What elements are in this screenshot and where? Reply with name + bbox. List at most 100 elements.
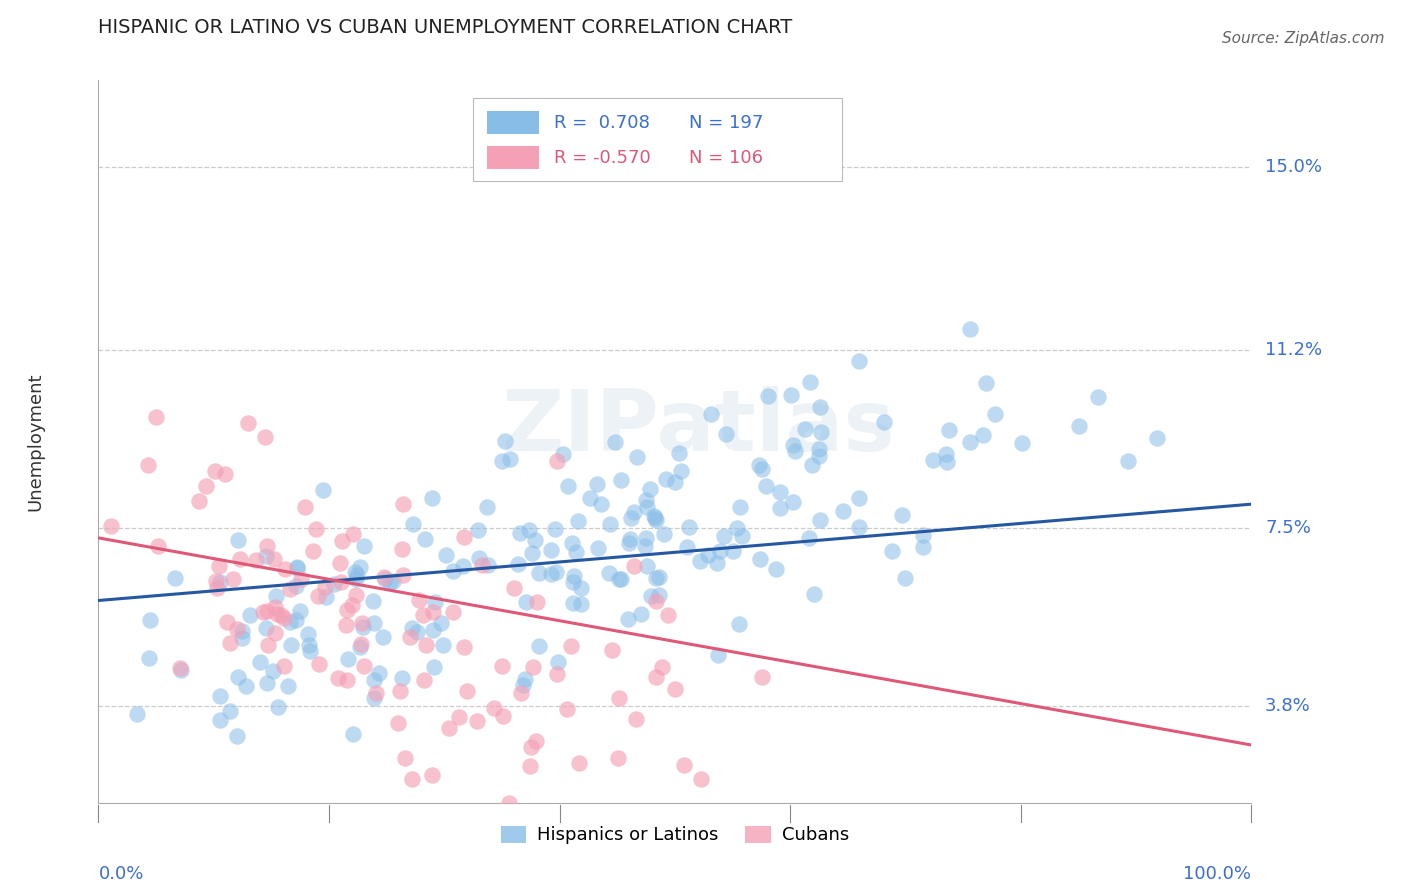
Point — [231, 624, 253, 639]
Point — [465, 714, 488, 728]
Point — [700, 407, 723, 421]
Point — [342, 727, 364, 741]
Point — [848, 520, 870, 534]
Point — [598, 566, 620, 581]
Point — [513, 672, 536, 686]
Point — [236, 416, 259, 430]
Point — [204, 464, 226, 478]
Point — [800, 458, 823, 473]
Point — [848, 354, 870, 368]
Point — [544, 566, 567, 580]
Point — [519, 523, 541, 537]
Point — [959, 322, 981, 336]
Point — [267, 700, 290, 714]
Point — [315, 590, 337, 604]
Point — [477, 500, 499, 515]
Point — [349, 640, 371, 654]
Point — [730, 529, 752, 543]
Point — [406, 625, 429, 640]
Point — [938, 423, 960, 437]
Point — [664, 475, 686, 490]
Point — [568, 756, 591, 771]
Point — [256, 539, 278, 553]
Point — [634, 531, 657, 545]
Point — [468, 551, 491, 566]
Point — [188, 494, 211, 508]
Point — [399, 630, 422, 644]
Point — [678, 519, 700, 533]
Point — [808, 400, 831, 414]
Point — [873, 415, 896, 429]
Point — [218, 636, 240, 650]
Point — [138, 458, 160, 472]
Point — [697, 548, 720, 562]
Point — [388, 683, 411, 698]
Point — [208, 574, 231, 589]
Point — [363, 673, 385, 687]
Point — [336, 673, 359, 687]
Point — [453, 530, 475, 544]
Point — [599, 516, 621, 531]
Point — [644, 594, 666, 608]
Point — [640, 589, 662, 603]
Point — [353, 539, 375, 553]
Point — [434, 548, 457, 562]
Point — [519, 759, 541, 773]
Point — [569, 582, 592, 596]
Text: Source: ZipAtlas.com: Source: ZipAtlas.com — [1222, 31, 1385, 46]
Point — [373, 570, 395, 584]
Point — [256, 604, 278, 618]
Point — [808, 513, 831, 527]
Point — [959, 435, 981, 450]
Point — [645, 513, 668, 527]
Point — [524, 734, 547, 748]
Point — [467, 523, 489, 537]
Point — [205, 581, 228, 595]
Point — [491, 659, 513, 673]
Point — [498, 796, 520, 810]
Point — [337, 652, 360, 666]
Point — [353, 620, 375, 634]
Point — [935, 455, 957, 469]
Point — [509, 525, 531, 540]
Point — [350, 615, 373, 630]
Point — [420, 491, 443, 506]
Point — [562, 574, 585, 589]
Point — [648, 570, 671, 584]
Point — [371, 630, 394, 644]
Point — [215, 615, 238, 629]
Point — [579, 491, 602, 505]
Point — [297, 627, 319, 641]
Point — [672, 757, 695, 772]
Point — [638, 482, 661, 496]
Point — [506, 557, 529, 571]
Point — [138, 651, 160, 665]
Point — [344, 565, 367, 579]
Point — [401, 772, 423, 786]
Point — [226, 730, 249, 744]
Point — [456, 684, 478, 698]
Point — [751, 461, 773, 475]
Point — [617, 612, 640, 626]
Point — [617, 536, 640, 550]
Point — [890, 508, 912, 522]
Point — [412, 607, 434, 622]
Point — [471, 558, 494, 573]
Point — [807, 449, 830, 463]
Point — [630, 607, 652, 621]
Point — [342, 526, 364, 541]
Point — [226, 622, 249, 636]
Point — [491, 453, 513, 467]
Point — [546, 453, 568, 467]
Point — [447, 709, 470, 723]
Point — [165, 571, 187, 585]
Point — [381, 574, 404, 588]
Point — [911, 527, 934, 541]
Text: N = 197: N = 197 — [689, 114, 763, 132]
Point — [1011, 435, 1033, 450]
Point — [302, 543, 325, 558]
Text: 11.2%: 11.2% — [1265, 341, 1322, 359]
Point — [239, 608, 262, 623]
Point — [588, 541, 610, 555]
Point — [935, 447, 957, 461]
